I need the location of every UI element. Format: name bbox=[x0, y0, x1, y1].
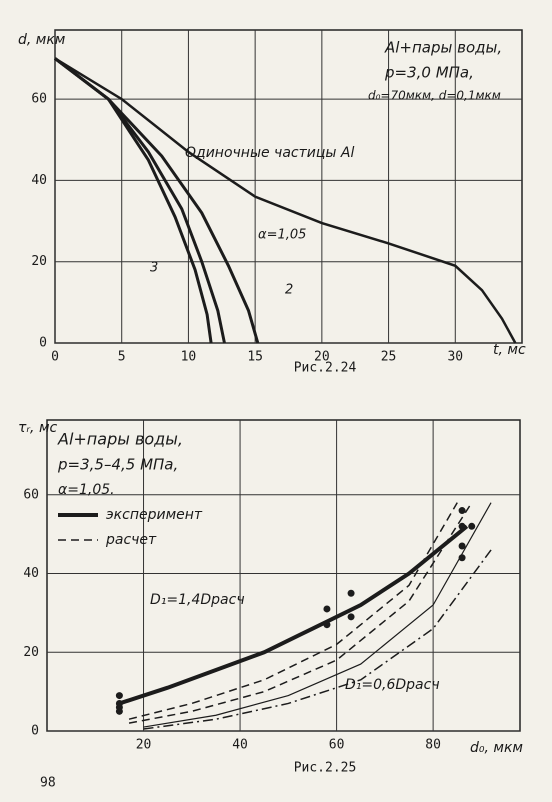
x-tick-label: 0 bbox=[51, 350, 59, 365]
annotation: Одиночные частицы Al bbox=[185, 145, 354, 161]
curve bbox=[143, 549, 492, 730]
annotation: 3 bbox=[150, 261, 158, 276]
curve bbox=[143, 502, 492, 728]
data-point bbox=[458, 522, 466, 530]
x-tick-label: 25 bbox=[381, 350, 397, 365]
data-point bbox=[468, 522, 476, 530]
x-tick-label: 40 bbox=[232, 738, 248, 753]
data-point bbox=[347, 589, 355, 597]
x-tick-label: 20 bbox=[314, 350, 330, 365]
y-tick-label: 0 bbox=[31, 724, 39, 739]
x-axis-label: d₀, мкм bbox=[470, 740, 523, 756]
x-tick-label: 60 bbox=[329, 738, 345, 753]
data-point bbox=[323, 621, 331, 629]
curve bbox=[54, 57, 517, 344]
annotation: p=3,5–4,5 МПа, bbox=[57, 456, 178, 474]
data-point bbox=[115, 692, 123, 700]
data-point bbox=[347, 613, 355, 621]
annotation: D₁=0,6Dрасч bbox=[345, 677, 440, 693]
curve bbox=[128, 502, 458, 720]
y-tick-label: 0 bbox=[39, 336, 47, 351]
annotation: D₁=1,4Dрасч bbox=[150, 592, 245, 608]
y-tick-label: 20 bbox=[23, 645, 39, 660]
x-tick-label: 30 bbox=[447, 350, 463, 365]
annotation: Al+пары воды, bbox=[57, 430, 183, 449]
page-number: 98 bbox=[40, 776, 56, 791]
curve bbox=[118, 524, 469, 706]
curve bbox=[54, 57, 213, 344]
data-point bbox=[323, 605, 331, 613]
x-tick-label: 20 bbox=[136, 738, 152, 753]
annotation: Al+пары воды, bbox=[384, 39, 502, 57]
data-point bbox=[458, 507, 466, 515]
y-axis-label: τᵣ, мс bbox=[18, 420, 58, 436]
x-tick-label: 15 bbox=[247, 350, 263, 365]
y-tick-label: 60 bbox=[31, 92, 47, 107]
annotation: α=1,05. bbox=[58, 482, 115, 498]
annotation: p=3,0 МПа, bbox=[384, 64, 474, 82]
annotation: d₀=70мкм, d=0,1мкм bbox=[368, 89, 501, 103]
annotation: α=1,05 bbox=[258, 228, 306, 243]
x-axis-label: t, мс bbox=[493, 342, 526, 358]
data-point bbox=[115, 707, 123, 715]
y-tick-label: 40 bbox=[31, 173, 47, 188]
caption: Рис.2.25 bbox=[294, 761, 357, 776]
x-tick-label: 10 bbox=[181, 350, 197, 365]
data-point bbox=[458, 554, 466, 562]
y-axis-label: d, мкм bbox=[18, 32, 66, 48]
y-tick-label: 20 bbox=[31, 254, 47, 269]
data-point bbox=[458, 542, 466, 550]
x-tick-label: 5 bbox=[118, 350, 126, 365]
annotation: 2 bbox=[285, 283, 293, 298]
x-tick-label: 80 bbox=[425, 738, 441, 753]
curve bbox=[128, 502, 473, 724]
caption: Рис.2.24 bbox=[294, 361, 357, 376]
legend-label: расчет bbox=[105, 532, 157, 548]
legend-label: эксперимент bbox=[106, 507, 203, 523]
y-tick-label: 40 bbox=[23, 566, 39, 581]
y-tick-label: 60 bbox=[23, 487, 39, 502]
